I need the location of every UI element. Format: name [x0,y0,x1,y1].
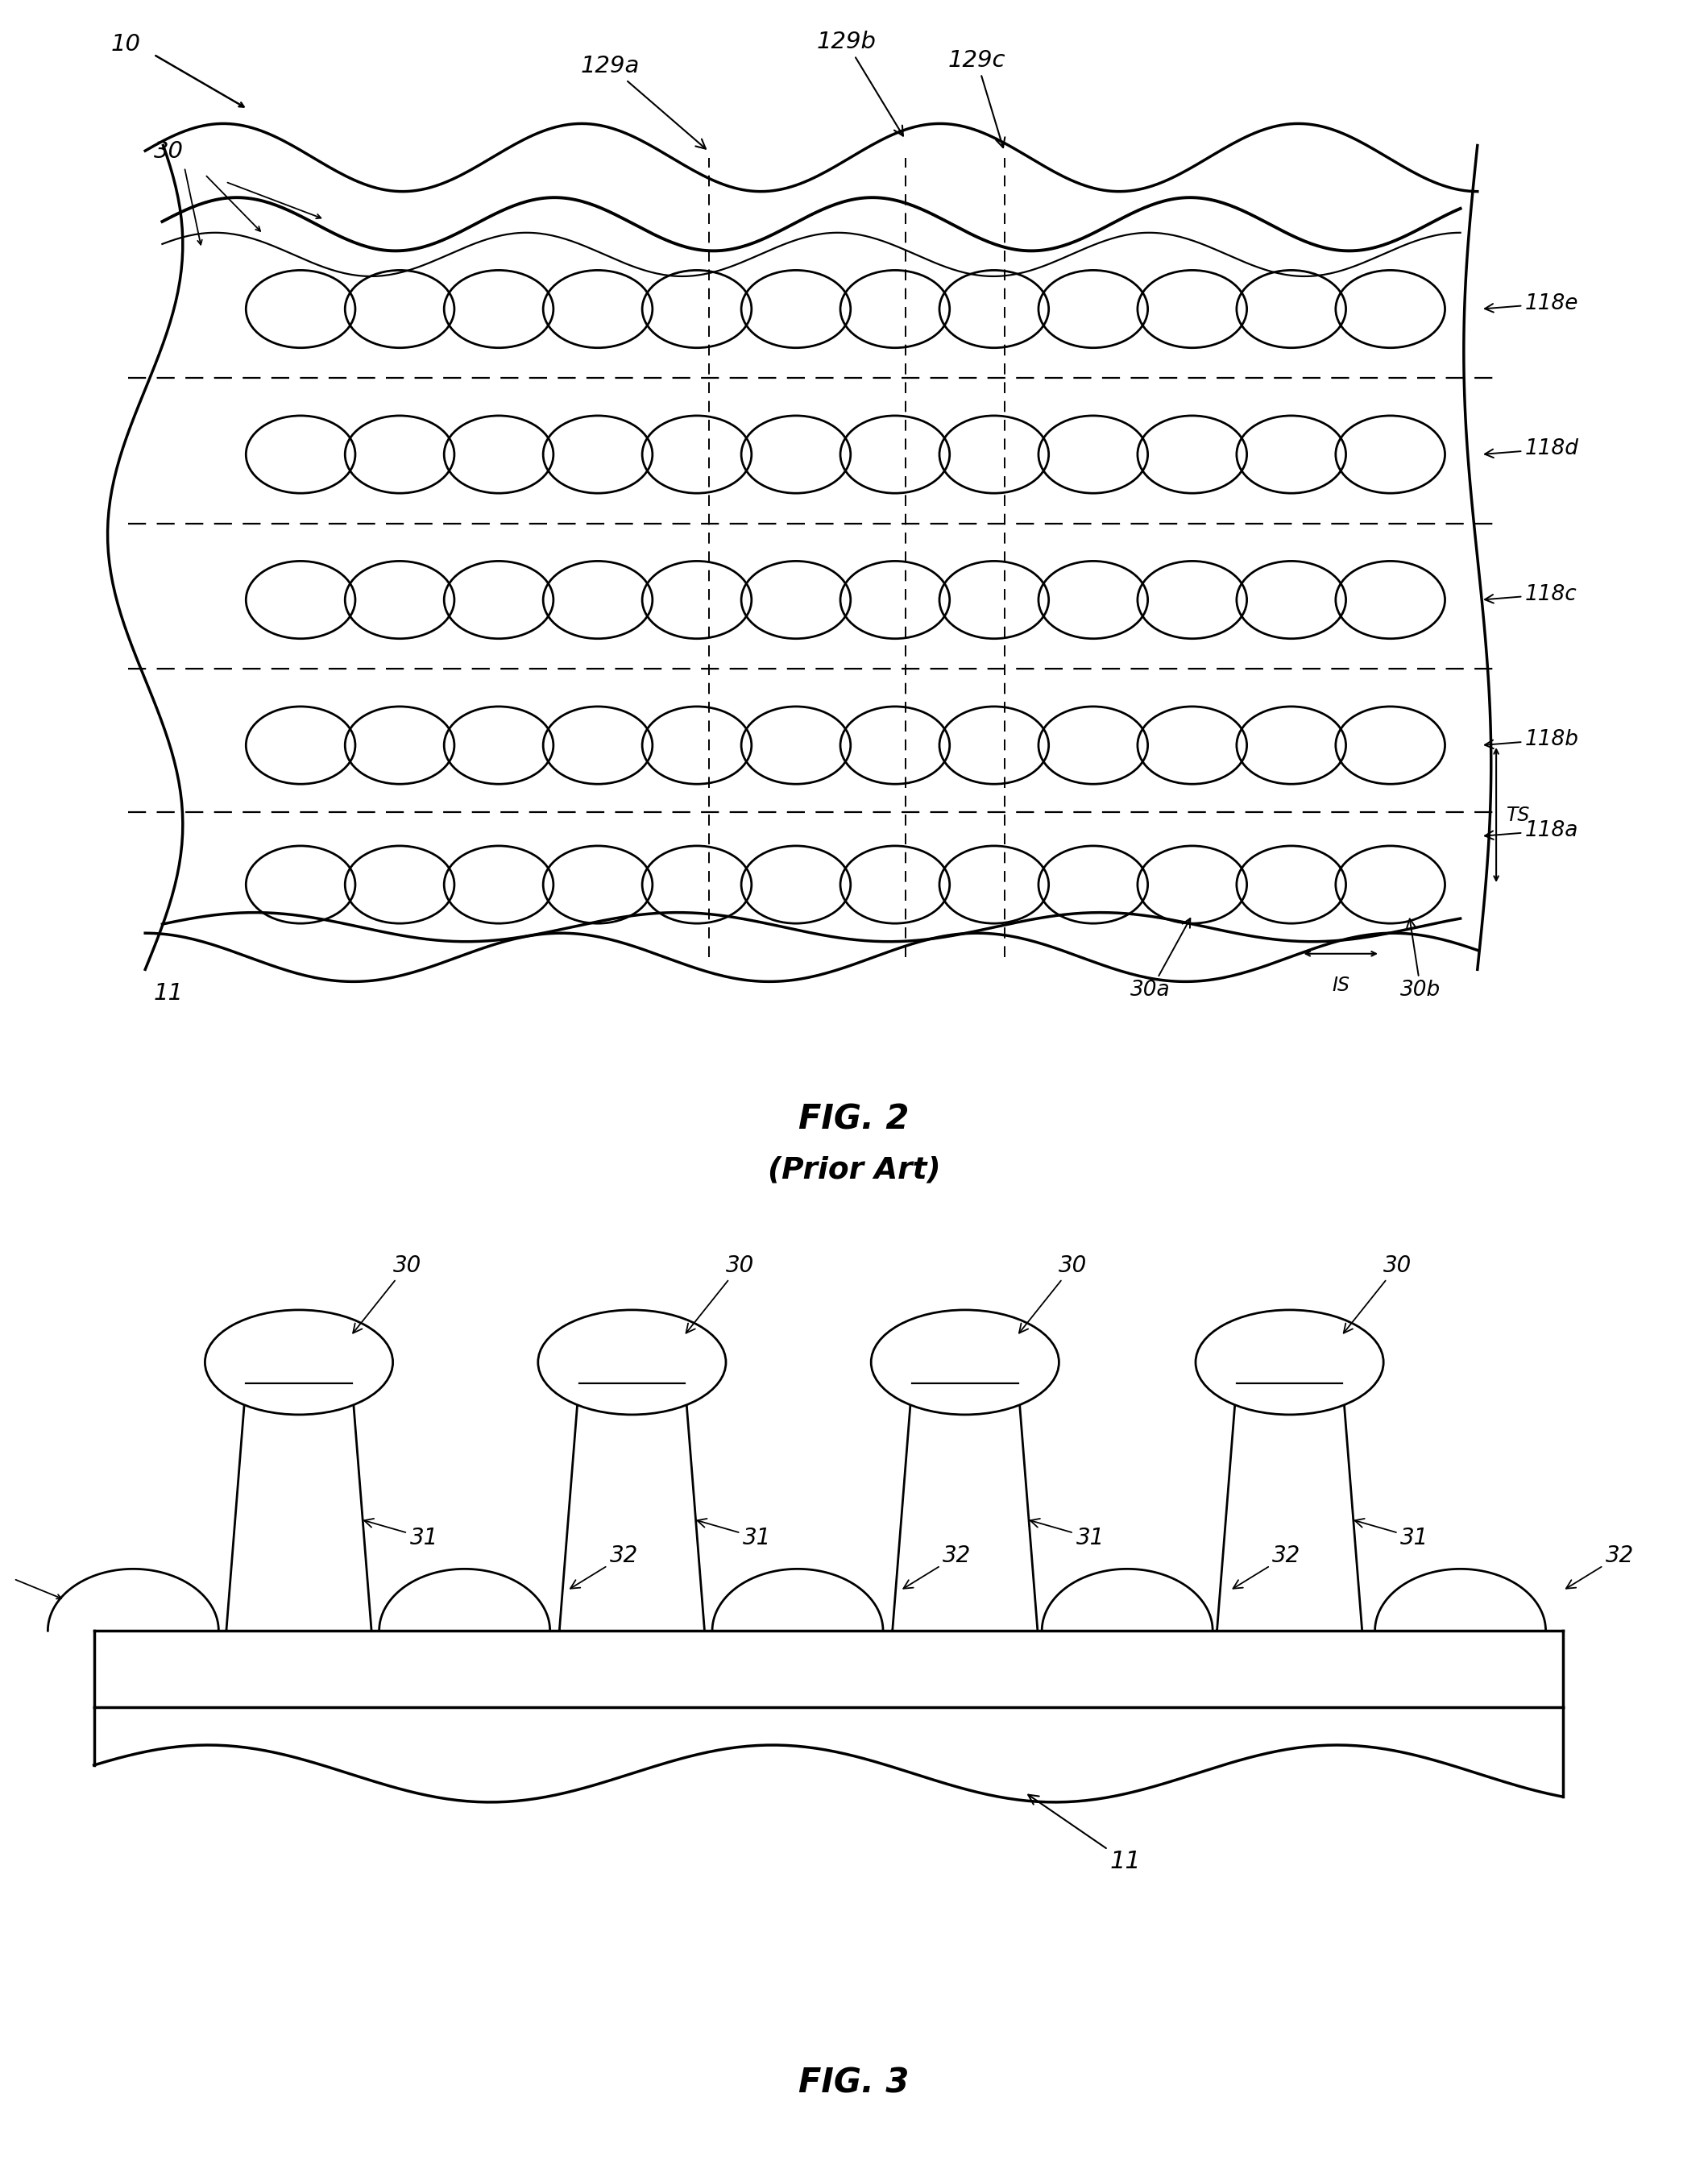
Text: 118d: 118d [1484,439,1580,459]
Text: 11: 11 [1028,1794,1141,1874]
Text: 30: 30 [354,1255,422,1333]
Polygon shape [1042,1569,1213,1632]
Text: 31: 31 [364,1519,439,1549]
Text: 30: 30 [1020,1255,1088,1333]
Text: 32: 32 [1233,1545,1301,1588]
Ellipse shape [1196,1309,1383,1415]
Text: 30a: 30a [1131,918,1190,1002]
Text: 30: 30 [687,1255,755,1333]
Text: 31: 31 [1030,1519,1105,1549]
Text: 10: 10 [111,32,140,56]
Text: 129c: 129c [948,50,1006,147]
Polygon shape [892,1383,1037,1632]
Text: 32: 32 [570,1545,639,1588]
Ellipse shape [871,1309,1059,1415]
Polygon shape [712,1569,883,1632]
Text: 129b: 129b [816,30,904,136]
Text: 31: 31 [1354,1519,1430,1549]
Text: 30: 30 [154,141,183,162]
Polygon shape [48,1569,219,1632]
Text: 32: 32 [1566,1545,1635,1588]
Text: 118e: 118e [1484,292,1578,314]
Text: 129a: 129a [581,54,705,149]
Ellipse shape [538,1309,726,1415]
Polygon shape [108,123,1491,982]
Text: 31: 31 [697,1519,772,1549]
Polygon shape [1375,1569,1546,1632]
Text: 118a: 118a [1484,820,1578,842]
Text: 118b: 118b [1484,729,1580,751]
Polygon shape [94,1632,1563,1707]
Text: FIG. 3: FIG. 3 [799,2067,909,2099]
Ellipse shape [205,1309,393,1415]
Polygon shape [379,1569,550,1632]
Text: 32: 32 [904,1545,972,1588]
Polygon shape [225,1383,372,1632]
Polygon shape [1216,1383,1363,1632]
Text: FIG. 2: FIG. 2 [799,1104,909,1136]
Polygon shape [560,1383,704,1632]
Text: IS: IS [1332,976,1349,995]
Text: 118c: 118c [1484,584,1578,604]
Text: 30b: 30b [1401,920,1442,1002]
Text: TS: TS [1506,805,1530,824]
Text: 11: 11 [154,982,183,1004]
Text: (Prior Art): (Prior Art) [767,1156,941,1184]
Text: 30: 30 [1344,1255,1413,1333]
